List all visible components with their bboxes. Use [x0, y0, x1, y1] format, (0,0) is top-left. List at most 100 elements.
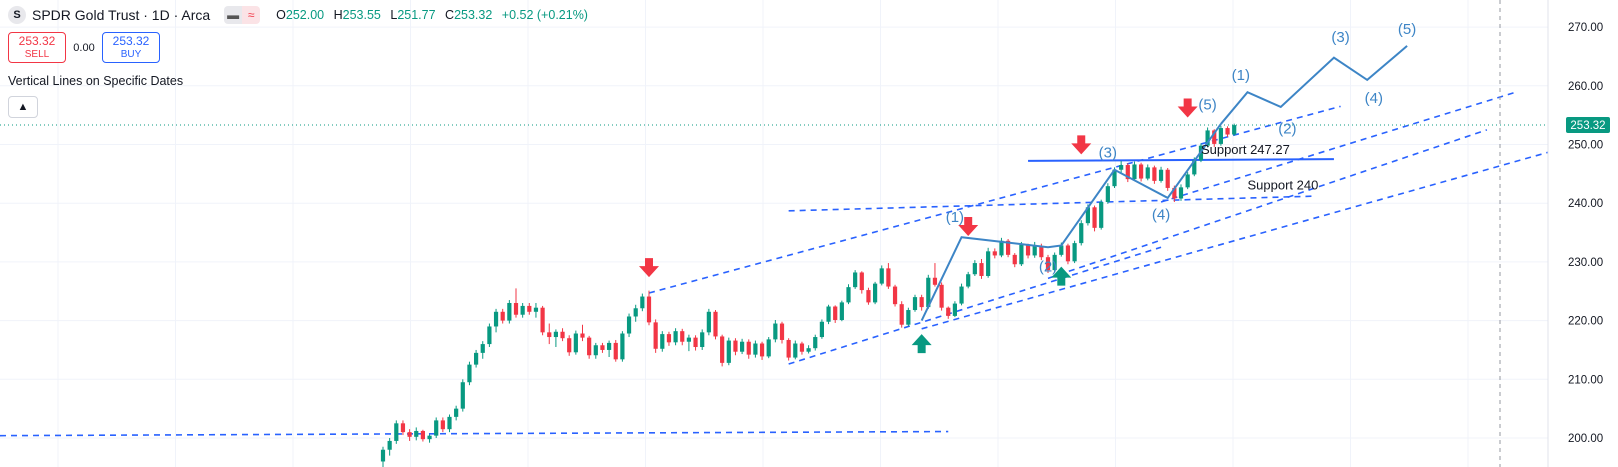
close-value: 253.32: [454, 8, 493, 22]
candle-body: [912, 297, 918, 311]
indicator-name[interactable]: Vertical Lines on Specific Dates: [8, 74, 184, 88]
candle-body: [673, 331, 678, 343]
candle-body: [580, 333, 585, 338]
candle-body: [1019, 244, 1024, 265]
candle-body: [720, 336, 725, 363]
buy-label: BUY: [120, 48, 142, 60]
candle-body: [394, 423, 399, 441]
sell-signal-arrow: [639, 258, 659, 278]
symbol-title[interactable]: SPDR Gold Trust · 1D · Arca: [32, 7, 211, 23]
sell-label: SELL: [24, 48, 50, 60]
candle-body: [1139, 164, 1144, 179]
candle-body: [1025, 244, 1031, 256]
candle-body: [866, 290, 871, 303]
buy-price: 253.32: [112, 33, 150, 48]
buy-signal-arrow: [911, 334, 932, 354]
candle-body: [646, 296, 652, 323]
candle-body: [733, 340, 738, 352]
candle-body: [1178, 187, 1184, 199]
candle-body: [992, 251, 997, 256]
candle-body: [806, 348, 811, 352]
price-axis[interactable]: 200.00 210.00 220.00 230.00 240.00 250.00 260.…: [1547, 0, 1618, 467]
price-tick-label: 240.00: [1568, 198, 1603, 210]
support-label: Support 240: [1248, 178, 1319, 193]
candle-body: [387, 440, 392, 450]
candle-body: [919, 297, 924, 308]
sell-button[interactable]: 253.32 SELL: [8, 32, 66, 63]
candle-body: [626, 316, 632, 334]
wave-projection-label: (2): [1278, 120, 1296, 137]
candle-body: [493, 311, 499, 327]
open-label: O: [276, 8, 286, 22]
candle-body: [1225, 128, 1230, 135]
candle-body: [713, 311, 718, 337]
price-axis-background: [1548, 0, 1618, 467]
candle-body: [1092, 207, 1097, 228]
candle-body: [680, 331, 685, 342]
candle-body: [613, 342, 618, 360]
wave-count-line: [920, 123, 1222, 322]
candle-body: [813, 337, 818, 349]
candle-body: [706, 311, 711, 333]
candle-body: [1125, 165, 1130, 180]
candle-body: [986, 251, 991, 276]
candle-body: [966, 274, 971, 287]
candle-body: [740, 341, 745, 352]
price-tick-label: 260.00: [1568, 81, 1603, 93]
candle-body: [467, 364, 472, 383]
support-label: Support 247.27: [1201, 142, 1290, 157]
trendline: [0, 430, 949, 437]
candle-body: [567, 338, 572, 353]
candle-body: [786, 339, 791, 358]
candle-body: [454, 408, 459, 417]
candle-body: [666, 334, 672, 343]
candle-body: [507, 302, 512, 321]
candle-body: [926, 277, 931, 308]
candle-body: [1119, 165, 1124, 170]
candle-body: [899, 304, 904, 325]
candle-body: [753, 343, 758, 355]
candle-body: [573, 333, 578, 353]
candle-body: [1006, 240, 1011, 255]
candle-body: [593, 345, 598, 356]
candle-body: [1212, 130, 1217, 144]
candle-body: [746, 341, 751, 355]
price-tick-label: 200.00: [1568, 433, 1603, 445]
candle-body: [946, 307, 951, 316]
candle-body: [1012, 254, 1017, 265]
candle-body: [939, 284, 944, 308]
symbol-legend: S SPDR Gold Trust · 1D · Arca ▬ ≈ O252.0…: [8, 6, 588, 24]
price-tick-label: 220.00: [1568, 316, 1603, 328]
candle-body: [487, 326, 492, 345]
buy-button[interactable]: 253.32 BUY: [102, 32, 160, 63]
collapse-button[interactable]: ▲: [8, 96, 38, 118]
candle-body: [859, 272, 864, 291]
open-value: 252.00: [285, 8, 325, 22]
wave-icon[interactable]: ≈: [242, 6, 261, 24]
candle-body: [660, 334, 665, 349]
candle-body: [560, 331, 565, 339]
candle-body: [879, 268, 884, 284]
candle-body: [972, 263, 977, 275]
last-price-label: 253.32: [1570, 120, 1605, 132]
spread-value: 0.00: [73, 41, 95, 54]
last-price-badge: [1566, 117, 1610, 134]
candle-body: [400, 423, 406, 433]
candle-body: [640, 296, 645, 309]
candle-body: [547, 332, 552, 338]
candle-body: [686, 337, 691, 342]
candle-body: [414, 430, 419, 437]
sell-signal-arrow: [958, 217, 979, 237]
candle-body: [1079, 223, 1084, 244]
candle-body: [886, 268, 891, 287]
sell-signal-arrow: [1177, 98, 1198, 118]
candle-body: [600, 345, 605, 350]
candle-body: [759, 343, 765, 357]
candle-body: [892, 286, 898, 305]
candle-body: [520, 305, 525, 315]
eye-icon[interactable]: ▬: [224, 6, 243, 24]
candle-body: [500, 311, 505, 321]
candle-body: [932, 277, 938, 285]
symbol-logo-icon[interactable]: S: [8, 6, 26, 24]
